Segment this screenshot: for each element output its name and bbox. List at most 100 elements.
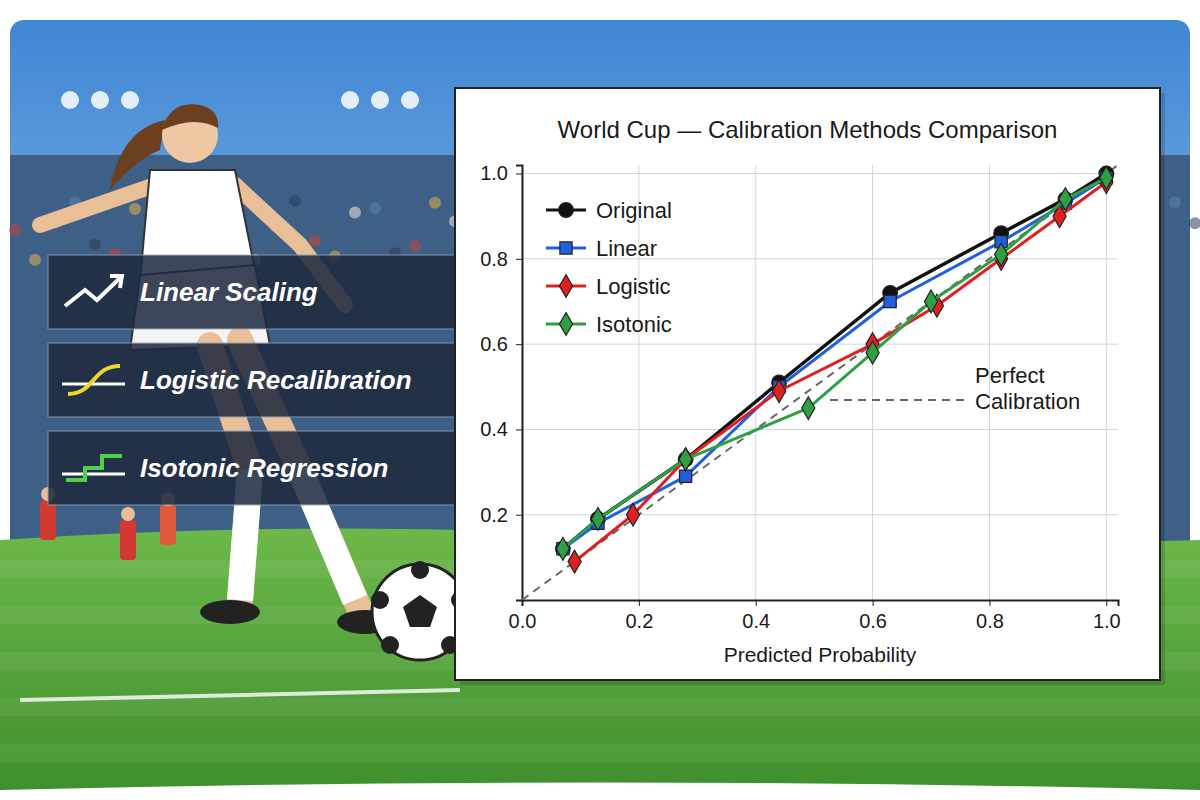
tick-label: 0.6	[859, 610, 887, 632]
stadium-light	[341, 91, 359, 109]
page	[0, 0, 1200, 800]
ball-patch	[403, 595, 437, 627]
grass-stripe	[0, 698, 1200, 716]
data-point	[773, 380, 786, 403]
legend: OriginalLinearLogisticIsotonic	[546, 198, 672, 337]
crowd-figure	[1169, 196, 1181, 208]
data-point	[568, 550, 581, 573]
crowd-figure	[349, 206, 361, 218]
stadium-light	[401, 91, 419, 109]
data-point	[556, 537, 569, 560]
crowd-figure	[89, 239, 101, 251]
crowd-figure	[369, 202, 381, 214]
data-point	[679, 448, 692, 471]
stadium-light	[121, 91, 139, 109]
tick-mark	[1106, 600, 1107, 606]
tick: 0.2	[480, 504, 522, 526]
crowd-figure	[9, 224, 21, 236]
series-line	[563, 174, 1106, 549]
grid-line	[755, 165, 756, 600]
grid	[522, 165, 1118, 600]
player-arm	[40, 185, 155, 225]
crowd-figure	[1189, 217, 1200, 229]
tick-label: 0.6	[480, 333, 508, 355]
grass-stripe	[0, 744, 1200, 762]
data-point	[802, 397, 815, 420]
tick-label: 0.4	[480, 418, 508, 440]
tick-label: 0.2	[625, 610, 653, 632]
tick: 1.0	[480, 162, 522, 184]
data-point	[626, 503, 639, 526]
ball-patch	[411, 561, 429, 579]
legend-label: Original	[596, 198, 672, 223]
tick-mark	[516, 259, 522, 260]
tick-mark	[756, 600, 757, 606]
grid-line	[522, 173, 1118, 174]
tick-label: 1.0	[480, 162, 508, 184]
tick-label: 0.8	[976, 610, 1004, 632]
panel-label: Linear Scaling	[140, 277, 318, 307]
grid-line	[522, 429, 1118, 430]
stadium-light	[91, 91, 109, 109]
tick-mark	[516, 515, 522, 516]
panel-label: Isotonic Regression	[140, 453, 389, 483]
crowd-figure	[289, 195, 301, 207]
tick: 0.4	[480, 418, 522, 440]
tick-label: 0.8	[480, 248, 508, 270]
tick-mark	[516, 344, 522, 345]
tick-label: 0.0	[509, 610, 537, 632]
stadium-light	[371, 91, 389, 109]
grid-line	[872, 165, 873, 600]
icon-logistic	[68, 366, 120, 394]
tick-mark	[516, 174, 522, 175]
axis-line	[516, 166, 523, 601]
tick-label: 0.4	[742, 610, 770, 632]
plot-area	[522, 165, 1118, 600]
legend-label: Linear	[596, 236, 657, 261]
crowd-figure	[309, 235, 321, 247]
data-point	[866, 341, 879, 364]
legend-label: Logistic	[596, 274, 671, 299]
tick-mark	[516, 429, 522, 430]
chart-panel	[455, 88, 1160, 680]
chart-title: World Cup — Calibration Methods Comparis…	[558, 116, 1058, 143]
icon-linear	[65, 278, 120, 306]
icon-baseline	[62, 473, 125, 476]
panel-box	[48, 255, 455, 329]
data-point	[1100, 166, 1113, 189]
data-point	[591, 508, 604, 531]
x-axis-title: Predicted Probability	[724, 643, 917, 666]
x-axis: 0.00.20.40.60.81.0	[509, 600, 1121, 632]
legend-marker	[559, 313, 572, 336]
crowd-figure	[129, 203, 141, 215]
icon-arrow	[110, 276, 122, 288]
data-point	[679, 470, 691, 482]
tick: 0.6	[859, 600, 887, 632]
data-point	[924, 290, 937, 313]
legend-marker	[560, 242, 572, 254]
panel-box	[48, 431, 455, 505]
data-point	[995, 243, 1008, 266]
series-line	[575, 182, 1107, 562]
annotation-leader	[830, 399, 965, 401]
y-axis: 0.2 0.4 0.6 0.8 1.0	[480, 162, 522, 600]
tick: 0.0	[509, 600, 537, 632]
grid-line	[522, 344, 1118, 345]
panel-box	[48, 343, 455, 417]
panel-label: Logistic Recalibration	[140, 365, 412, 395]
axis-line	[523, 601, 1119, 607]
distant-player	[120, 520, 136, 560]
tick: 0.6	[480, 333, 522, 355]
distant-player	[160, 505, 176, 545]
reference-line	[522, 165, 1118, 600]
pitch-line	[20, 690, 460, 700]
tick-mark	[989, 600, 990, 606]
ball-patch	[371, 591, 389, 609]
method-panel: Logistic Recalibration	[48, 343, 455, 417]
legend-marker	[559, 275, 572, 298]
legend-marker	[559, 203, 574, 218]
data-point	[884, 295, 896, 307]
background	[0, 0, 1200, 800]
method-panel: Linear Scaling	[48, 255, 455, 329]
method-panel: Isotonic Regression	[48, 431, 455, 505]
